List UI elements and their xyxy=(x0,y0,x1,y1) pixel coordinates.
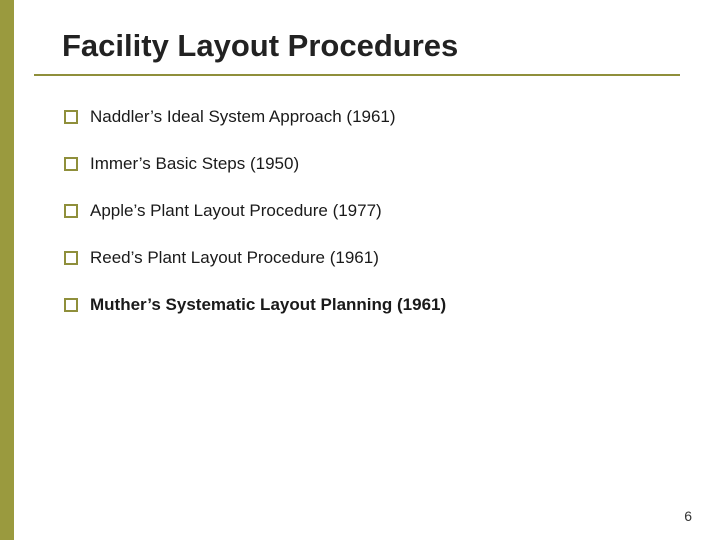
list-item: Reed’s Plant Layout Procedure (1961) xyxy=(62,247,680,269)
list-item-text: Apple’s Plant Layout Procedure (1977) xyxy=(90,201,382,220)
left-stripe xyxy=(0,0,14,540)
list-item: Naddler’s Ideal System Approach (1961) xyxy=(62,106,680,128)
list-item: Muther’s Systematic Layout Planning (196… xyxy=(62,294,680,316)
page-number: 6 xyxy=(684,508,692,524)
bullet-list: Naddler’s Ideal System Approach (1961) I… xyxy=(62,106,680,316)
slide-content: Facility Layout Procedures Naddler’s Ide… xyxy=(14,0,720,540)
list-item-text: Naddler’s Ideal System Approach (1961) xyxy=(90,107,396,126)
list-item-text: Muther’s Systematic Layout Planning (196… xyxy=(90,295,446,314)
list-item: Apple’s Plant Layout Procedure (1977) xyxy=(62,200,680,222)
list-item-text: Immer’s Basic Steps (1950) xyxy=(90,154,299,173)
list-item-text: Reed’s Plant Layout Procedure (1961) xyxy=(90,248,379,267)
page-title: Facility Layout Procedures xyxy=(62,28,680,64)
list-item: Immer’s Basic Steps (1950) xyxy=(62,153,680,175)
title-rule xyxy=(34,74,680,76)
